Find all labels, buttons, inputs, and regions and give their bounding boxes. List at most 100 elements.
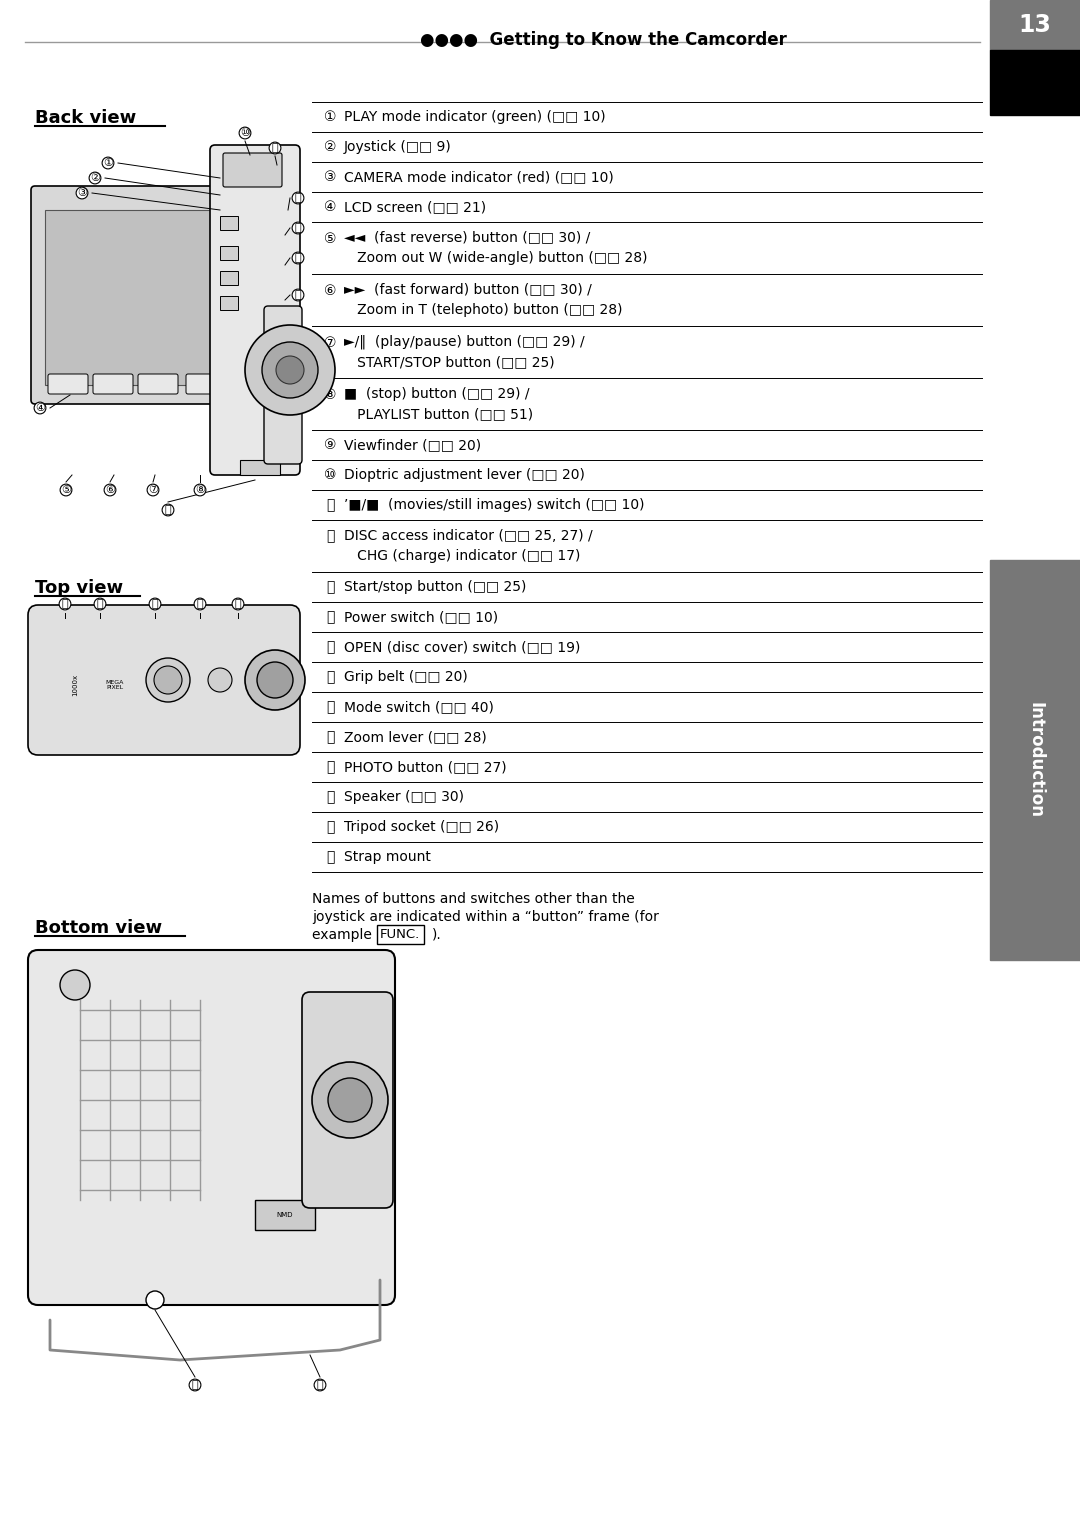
FancyBboxPatch shape xyxy=(31,186,234,403)
Text: Introduction: Introduction xyxy=(1026,703,1044,818)
FancyBboxPatch shape xyxy=(48,374,87,394)
Text: ●●●●  Getting to Know the Camcorder: ●●●● Getting to Know the Camcorder xyxy=(420,31,787,49)
Text: DISC access indicator (□□ 25, 27) /: DISC access indicator (□□ 25, 27) / xyxy=(345,529,593,543)
Text: ⑥: ⑥ xyxy=(324,284,336,298)
Text: Ⓕ: Ⓕ xyxy=(326,821,334,834)
Text: ②: ② xyxy=(90,173,100,183)
Text: Ⓑ: Ⓑ xyxy=(326,700,334,713)
Text: Ⓓ: Ⓓ xyxy=(326,759,334,775)
Bar xyxy=(990,560,1080,960)
Circle shape xyxy=(245,650,305,710)
Text: Dioptric adjustment lever (□□ 20): Dioptric adjustment lever (□□ 20) xyxy=(345,468,585,482)
Text: ④: ④ xyxy=(35,403,45,413)
Circle shape xyxy=(146,1292,164,1309)
Text: Tripod socket (□□ 26): Tripod socket (□□ 26) xyxy=(345,821,499,834)
Bar xyxy=(220,245,238,259)
Text: ⑭: ⑭ xyxy=(326,611,334,624)
Bar xyxy=(990,51,1080,115)
FancyBboxPatch shape xyxy=(222,153,282,187)
Text: Bottom view: Bottom view xyxy=(35,919,162,937)
Text: ④: ④ xyxy=(324,199,336,215)
Text: Ⓖ: Ⓖ xyxy=(326,850,334,864)
Circle shape xyxy=(154,666,183,693)
Circle shape xyxy=(312,1062,388,1138)
FancyBboxPatch shape xyxy=(302,992,393,1207)
FancyBboxPatch shape xyxy=(210,146,300,476)
Text: Speaker (□□ 30): Speaker (□□ 30) xyxy=(345,790,464,804)
Text: PHOTO button (□□ 27): PHOTO button (□□ 27) xyxy=(345,759,507,775)
Text: Joystick (□□ 9): Joystick (□□ 9) xyxy=(345,140,451,153)
Text: Grip belt (□□ 20): Grip belt (□□ 20) xyxy=(345,670,468,684)
Text: ⑬: ⑬ xyxy=(295,222,301,233)
Text: CAMERA mode indicator (red) (□□ 10): CAMERA mode indicator (red) (□□ 10) xyxy=(345,170,613,184)
Text: ③: ③ xyxy=(77,189,87,198)
Text: ⑩: ⑩ xyxy=(324,468,336,482)
Text: ⑯: ⑯ xyxy=(62,598,68,609)
Bar xyxy=(45,210,220,385)
Text: ⑫: ⑫ xyxy=(326,529,334,543)
Text: 13: 13 xyxy=(1018,12,1052,37)
Text: Strap mount: Strap mount xyxy=(345,850,431,864)
Text: LCD screen (□□ 21): LCD screen (□□ 21) xyxy=(345,199,486,215)
Text: ⑤: ⑤ xyxy=(60,485,71,495)
Text: Ⓑ: Ⓑ xyxy=(97,598,104,609)
FancyBboxPatch shape xyxy=(28,604,300,755)
Circle shape xyxy=(146,658,190,703)
Text: NMD: NMD xyxy=(276,1212,294,1218)
Text: Ⓒ: Ⓒ xyxy=(151,598,159,609)
Bar xyxy=(220,296,238,310)
Text: ’■/■  (movies/still images) switch (□□ 10): ’■/■ (movies/still images) switch (□□ 10… xyxy=(345,499,645,512)
Text: ◄◄  (fast reverse) button (□□ 30) /: ◄◄ (fast reverse) button (□□ 30) / xyxy=(345,230,591,244)
Text: Back view: Back view xyxy=(35,109,136,127)
Text: ⑯: ⑯ xyxy=(326,670,334,684)
Text: START/STOP button (□□ 25): START/STOP button (□□ 25) xyxy=(345,356,555,370)
Text: Zoom out W (wide-angle) button (□□ 28): Zoom out W (wide-angle) button (□□ 28) xyxy=(345,252,648,265)
Bar xyxy=(990,0,1080,51)
Text: Ⓔ: Ⓔ xyxy=(234,598,241,609)
Text: ⑥: ⑥ xyxy=(105,485,114,495)
Text: Zoom lever (□□ 28): Zoom lever (□□ 28) xyxy=(345,730,487,744)
Text: ⑦: ⑦ xyxy=(324,336,336,350)
Text: ⑪: ⑪ xyxy=(326,499,334,512)
FancyBboxPatch shape xyxy=(264,305,302,463)
Text: PLAY mode indicator (green) (□□ 10): PLAY mode indicator (green) (□□ 10) xyxy=(345,110,606,124)
Text: Mode switch (□□ 40): Mode switch (□□ 40) xyxy=(345,700,494,713)
Text: ).: ). xyxy=(432,928,442,942)
Text: ⑪: ⑪ xyxy=(272,143,279,153)
Bar xyxy=(220,216,238,230)
Text: ⑩: ⑩ xyxy=(240,127,249,138)
Text: ►/‖  (play/pause) button (□□ 29) /: ►/‖ (play/pause) button (□□ 29) / xyxy=(345,334,584,348)
Text: Ⓖ: Ⓖ xyxy=(316,1381,323,1390)
Text: ⑮: ⑮ xyxy=(326,640,334,653)
Text: ⑮: ⑮ xyxy=(295,290,301,301)
Text: Ⓓ: Ⓓ xyxy=(197,598,203,609)
Text: Ⓕ: Ⓕ xyxy=(191,1381,199,1390)
FancyBboxPatch shape xyxy=(138,374,178,394)
Circle shape xyxy=(276,356,303,384)
FancyBboxPatch shape xyxy=(28,950,395,1305)
Text: ⑧: ⑧ xyxy=(195,485,205,495)
Text: Ⓔ: Ⓔ xyxy=(326,790,334,804)
Circle shape xyxy=(60,969,90,1000)
Text: 1000x: 1000x xyxy=(72,673,78,696)
Text: ►►  (fast forward) button (□□ 30) /: ►► (fast forward) button (□□ 30) / xyxy=(345,282,592,296)
Text: example: example xyxy=(312,928,380,942)
Text: ①: ① xyxy=(324,110,336,124)
Circle shape xyxy=(328,1078,372,1121)
FancyBboxPatch shape xyxy=(186,374,226,394)
Text: Zoom in T (telephoto) button (□□ 28): Zoom in T (telephoto) button (□□ 28) xyxy=(345,304,622,318)
Text: Viewfinder (□□ 20): Viewfinder (□□ 20) xyxy=(345,439,481,453)
Text: Names of buttons and switches other than the: Names of buttons and switches other than… xyxy=(312,891,635,907)
Text: Ⓒ: Ⓒ xyxy=(326,730,334,744)
Text: ③: ③ xyxy=(324,170,336,184)
Circle shape xyxy=(262,342,318,397)
Text: ⑤: ⑤ xyxy=(324,232,336,245)
Text: ⑧: ⑧ xyxy=(324,388,336,402)
Text: OPEN (disc cover) switch (□□ 19): OPEN (disc cover) switch (□□ 19) xyxy=(345,640,580,653)
Text: PLAYLIST button (□□ 51): PLAYLIST button (□□ 51) xyxy=(345,408,534,422)
Text: ⑫: ⑫ xyxy=(295,193,301,202)
Text: Top view: Top view xyxy=(35,578,123,597)
Bar xyxy=(240,460,280,476)
Text: joystick are indicated within a “button” frame (for: joystick are indicated within a “button”… xyxy=(312,910,659,923)
FancyBboxPatch shape xyxy=(93,374,133,394)
